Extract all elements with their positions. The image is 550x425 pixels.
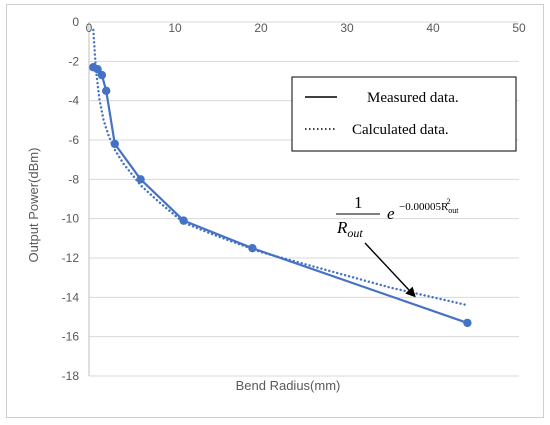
- series-layer: [89, 28, 472, 328]
- chart-svg: 0 10 20 30 40 50 0 -2 -4 -6 -8 -10 -12 -14 -16 -18 Ben…: [26, 15, 526, 393]
- legend-label-calculated: Calculated data.: [352, 122, 449, 138]
- x-tick-label: 0: [86, 21, 93, 35]
- chart-frame: 0 10 20 30 40 50 0 -2 -4 -6 -8 -10 -12 -14 -16 -18 Ben…: [6, 4, 544, 418]
- formula-exponent: −0.00005Rout2: [399, 197, 459, 215]
- annotation-arrow-head: [405, 286, 416, 298]
- y-tick-label: -8: [68, 172, 79, 186]
- y-tick-label: 0: [72, 15, 79, 29]
- y-tick-label: -10: [62, 212, 80, 226]
- y-tick-label: -4: [68, 94, 79, 108]
- legend: Measured data. Calculated data.: [291, 76, 517, 152]
- y-tick-labels: 0 -2 -4 -6 -8 -10 -12 -14 -16 -18: [62, 15, 80, 383]
- y-tick-label: -2: [68, 54, 79, 68]
- x-tick-label: 10: [168, 21, 182, 35]
- formula-denominator: Rout: [336, 218, 363, 240]
- x-tick-label: 40: [426, 21, 440, 35]
- y-tick-label: -6: [68, 133, 79, 147]
- y-axis-title: Output Power(dBm): [26, 148, 41, 263]
- annotation-arrow: [364, 242, 416, 298]
- legend-box: [291, 76, 517, 152]
- grid-lines: [88, 21, 519, 377]
- y-tick-label: -18: [62, 369, 80, 383]
- series-line-calculated: [92, 28, 469, 307]
- data-point-measured: [110, 139, 120, 149]
- y-tick-label: -12: [62, 251, 80, 265]
- data-point-measured: [97, 70, 107, 80]
- data-point-measured: [102, 86, 111, 96]
- data-point-measured: [136, 175, 145, 184]
- formula-exponential: e: [387, 204, 395, 223]
- legend-label-measured: Measured data.: [367, 90, 459, 106]
- x-tick-label: 30: [340, 21, 354, 35]
- x-tick-label: 50: [512, 21, 526, 35]
- y-tick-label: -16: [62, 330, 80, 344]
- x-tick-label: 20: [254, 21, 268, 35]
- y-tick-label: -14: [62, 290, 80, 304]
- x-axis-title: Bend Radius(mm): [236, 378, 341, 393]
- formula-annotation: 1 Rout e −0.00005Rout2: [336, 193, 459, 240]
- x-tick-labels: 0 10 20 30 40 50: [86, 21, 526, 35]
- formula-numerator: 1: [354, 193, 363, 212]
- annotation-arrow-line: [364, 242, 410, 291]
- data-point-measured: [463, 318, 472, 328]
